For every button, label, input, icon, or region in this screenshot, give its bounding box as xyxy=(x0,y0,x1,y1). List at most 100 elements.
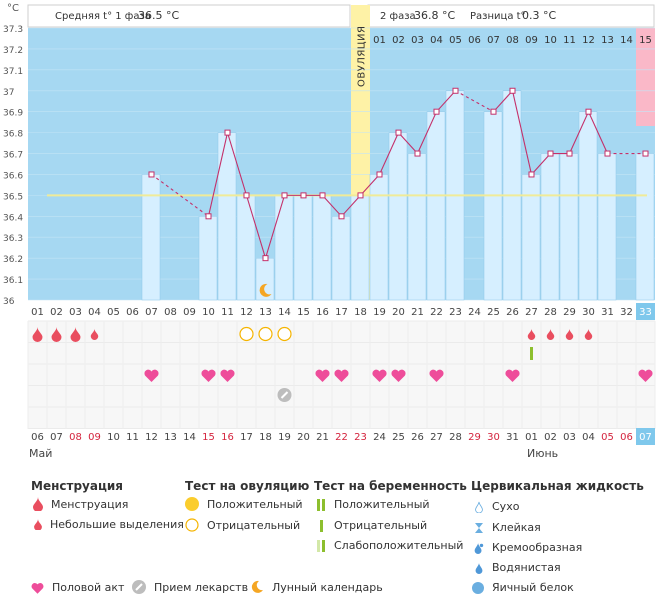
intercourse-heart-icon xyxy=(334,369,349,382)
temperature-line-segment xyxy=(207,132,229,217)
temperature-point xyxy=(547,150,554,157)
y-tick-label: 36.2 xyxy=(3,255,23,265)
legend-cervical-dry: Сухо xyxy=(474,500,519,513)
cycle-day-label: 28 xyxy=(544,307,557,318)
cycle-day-label: 07 xyxy=(145,307,158,318)
small-drop-icon xyxy=(34,519,42,530)
temperature-bar xyxy=(141,174,161,301)
post-ovulation-day-label: 14 xyxy=(620,35,633,46)
date-label: 14 xyxy=(183,432,196,443)
legend-cervical-creamy: Кремообразная xyxy=(473,541,582,554)
cycle-day-label: 17 xyxy=(335,307,348,318)
date-label: 01 xyxy=(525,432,538,443)
intercourse-heart-icon xyxy=(201,369,216,382)
y-tick-label: 36.6 xyxy=(3,171,23,181)
temperature-point xyxy=(509,87,516,94)
intercourse-heart-icon xyxy=(638,369,653,382)
intercourse-heart-icon xyxy=(220,369,235,382)
legend-ovulation-positive: Положительный xyxy=(185,497,303,511)
post-ovulation-day-label: 08 xyxy=(506,35,519,46)
temperature-bar xyxy=(635,153,655,301)
intercourse-heart-icon xyxy=(315,369,330,382)
temperature-point xyxy=(642,150,649,157)
double-stripe-icon xyxy=(317,498,325,511)
date-label: 09 xyxy=(88,432,101,443)
watery-drop-icon xyxy=(475,562,483,574)
temperature-point xyxy=(224,129,231,136)
date-label: 10 xyxy=(107,432,120,443)
temperature-point xyxy=(338,213,345,220)
temperature-bar xyxy=(540,153,560,301)
temperature-line-segment xyxy=(416,111,438,154)
y-tick-label: 36.5 xyxy=(3,192,23,202)
temperature-bar xyxy=(483,111,503,301)
temperature-point xyxy=(452,87,459,94)
temperature-point xyxy=(604,150,611,157)
cycle-day-label: 19 xyxy=(373,307,386,318)
ovulation-test-negative-icon xyxy=(258,326,273,342)
temperature-point xyxy=(281,192,288,199)
legend-moon: Лунный календарь xyxy=(250,580,383,594)
temperature-line-segment xyxy=(322,195,342,217)
legend-intercourse: Половой акт xyxy=(31,581,124,594)
legend-label: Половой акт xyxy=(52,581,125,594)
cycle-day-label: 24 xyxy=(468,307,481,318)
legend-spotting: Небольшие выделения xyxy=(34,518,184,531)
legend-label: Отрицательный xyxy=(334,519,428,532)
temperature-line-segment xyxy=(378,132,400,175)
temperature-point xyxy=(433,108,440,115)
y-tick-label: 36.8 xyxy=(3,130,23,140)
diff-label: Разница t° xyxy=(470,11,526,22)
ovulation-test-negative-icon xyxy=(239,326,254,342)
intercourse-heart-icon xyxy=(144,369,159,382)
empty-circle-icon xyxy=(185,518,199,532)
temperature-bar xyxy=(217,132,237,301)
intercourse-heart-icon xyxy=(372,369,387,382)
date-label: 07 xyxy=(50,432,63,443)
legend-label: Менструация xyxy=(51,497,129,511)
date-label: 12 xyxy=(145,432,158,443)
current-day-header xyxy=(636,30,655,48)
date-label: 13 xyxy=(164,432,177,443)
date-label: 17 xyxy=(240,432,253,443)
phase1-value: 36.5 °C xyxy=(138,9,179,22)
legend-ovulation-negative: Отрицательный xyxy=(185,518,300,532)
header-bar-left xyxy=(27,4,351,28)
y-tick-label: 36.7 xyxy=(3,151,23,161)
date-label: 04 xyxy=(582,432,595,443)
cycle-day-label: 04 xyxy=(88,307,101,318)
temperature-line-segment xyxy=(264,195,286,259)
bbt-chart: °C Средняя t° 1 фаза 36.5 °C 2 фаза 36.8… xyxy=(3,3,656,460)
y-tick-label: 36.4 xyxy=(3,213,23,223)
legend-pregnancy-positive: Положительный xyxy=(316,498,430,511)
faint-stripe-icon xyxy=(317,539,325,552)
temperature-point xyxy=(148,171,155,178)
temperature-point xyxy=(414,150,421,157)
ovulation-test-negative-icon xyxy=(277,326,292,342)
legend-label: Лунный календарь xyxy=(272,580,383,594)
temperature-line-segment xyxy=(341,195,361,217)
medication-pill-stripe xyxy=(280,391,289,399)
cycle-day-label: 22 xyxy=(430,307,443,318)
legend-label: Яичный белок xyxy=(492,581,574,594)
cycle-day-label: 12 xyxy=(240,307,253,318)
coverline xyxy=(47,194,647,197)
temperature-point xyxy=(528,171,535,178)
unit-label: °C xyxy=(7,3,19,14)
intercourse-heart-icon xyxy=(391,369,406,382)
temperature-line-segment xyxy=(455,90,494,113)
date-label: 22 xyxy=(335,432,348,443)
dry-drop-icon xyxy=(475,501,483,513)
date-label: 06 xyxy=(620,432,633,443)
post-ovulation-day-label: 05 xyxy=(449,35,462,46)
temperature-point xyxy=(243,192,250,199)
date-label: 29 xyxy=(468,432,481,443)
date-label: 26 xyxy=(411,432,424,443)
temperature-bar xyxy=(388,132,408,301)
temperature-point xyxy=(357,192,364,199)
date-label: 03 xyxy=(563,432,576,443)
y-tick-label: 37.1 xyxy=(3,67,23,77)
current-day-highlight xyxy=(636,28,655,126)
date-label: 02 xyxy=(544,432,557,443)
y-tick-label: 36.1 xyxy=(3,276,23,286)
